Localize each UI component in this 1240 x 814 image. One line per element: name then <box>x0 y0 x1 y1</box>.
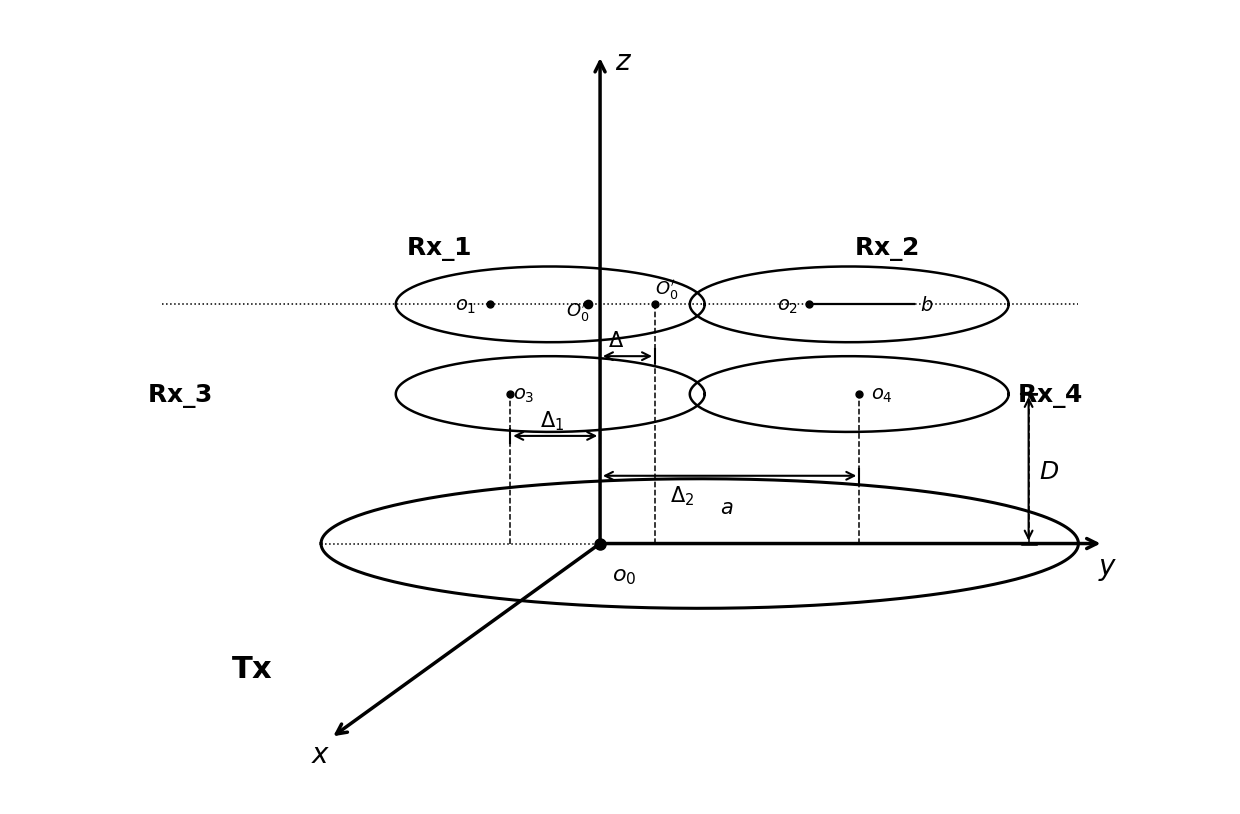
Text: $D$: $D$ <box>1039 460 1059 484</box>
Text: $O^{\prime\prime}_0$: $O^{\prime\prime}_0$ <box>567 300 590 324</box>
Text: $O^{\prime}_0$: $O^{\prime}_0$ <box>655 278 678 302</box>
Text: $y$: $y$ <box>1099 555 1117 584</box>
Text: $\Delta_1$: $\Delta_1$ <box>541 409 564 432</box>
Text: $b$: $b$ <box>920 296 934 315</box>
Text: $\Delta_2$: $\Delta_2$ <box>670 484 694 508</box>
Text: $\Delta$: $\Delta$ <box>608 331 624 351</box>
Text: $\mathbf{Rx\_2}$: $\mathbf{Rx\_2}$ <box>854 234 919 263</box>
Text: $z$: $z$ <box>615 48 632 77</box>
Text: $o_0$: $o_0$ <box>613 567 636 587</box>
Text: $\mathbf{Rx\_1}$: $\mathbf{Rx\_1}$ <box>405 234 471 263</box>
Text: $o_1$: $o_1$ <box>455 296 476 316</box>
Text: $o_3$: $o_3$ <box>513 387 534 405</box>
Text: $\mathbf{Rx\_3}$: $\mathbf{Rx\_3}$ <box>146 382 212 410</box>
Text: $\mathbf{Tx}$: $\mathbf{Tx}$ <box>232 655 273 684</box>
Text: $o_2$: $o_2$ <box>777 296 799 316</box>
Text: $\mathbf{Rx\_4}$: $\mathbf{Rx\_4}$ <box>1017 382 1083 410</box>
Text: $x$: $x$ <box>311 741 330 768</box>
Text: $a$: $a$ <box>719 497 733 518</box>
Text: $o_4$: $o_4$ <box>872 387 893 405</box>
